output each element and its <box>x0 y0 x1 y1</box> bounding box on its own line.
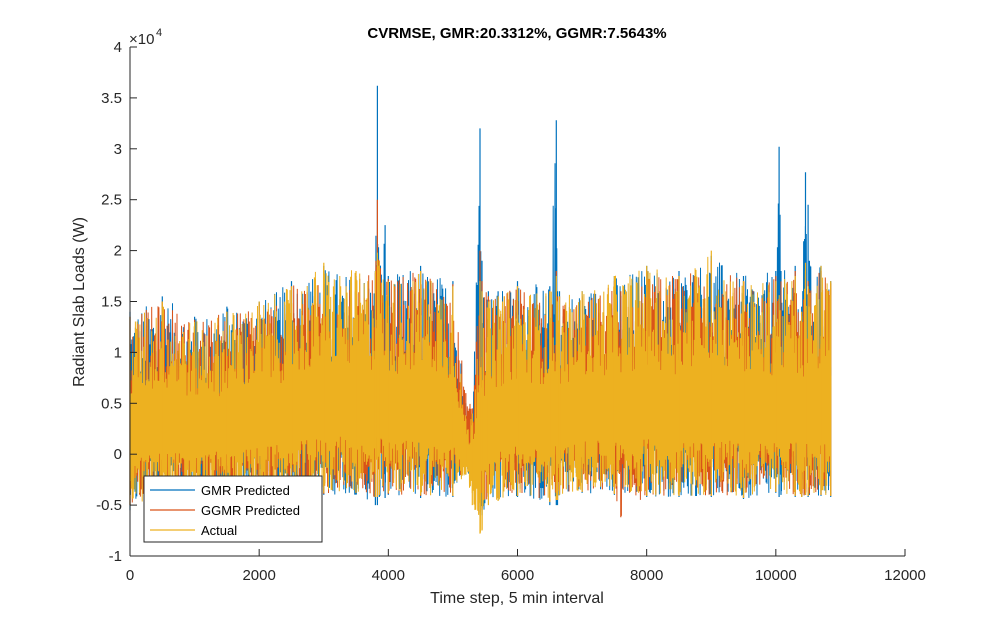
y-tick-label: -1 <box>109 548 122 565</box>
y-tick-label: -0.5 <box>96 497 122 514</box>
x-tick-label: 0 <box>126 567 134 584</box>
y-exponent-power: 4 <box>156 27 162 39</box>
chart-title: CVRMSE, GMR:20.3312%, GGMR:7.5643% <box>367 25 666 42</box>
y-tick-label: 0 <box>114 446 122 463</box>
x-tick-label: 8000 <box>630 567 663 584</box>
legend: GMR Predicted GGMR Predicted Actual <box>143 475 323 543</box>
x-tick-label: 12000 <box>884 567 926 584</box>
y-tick-label: 3.5 <box>101 90 122 107</box>
axes: 0 2000 4000 6000 8000 10000 12000 -1 -0.5 0 0.5 1 1.… <box>96 39 926 584</box>
x-axis-label: Time step, 5 min interval <box>430 590 604 607</box>
x-tick-label: 2000 <box>242 567 275 584</box>
y-tick-label: 3 <box>114 141 122 158</box>
plot-area <box>129 85 832 534</box>
legend-box <box>143 475 323 543</box>
y-axis-label: Radiant Slab Loads (W) <box>71 217 88 387</box>
y-tick-label: 0.5 <box>101 395 122 412</box>
y-tick-label: 1 <box>114 344 122 361</box>
x-tick-label: 10000 <box>755 567 797 584</box>
y-tick-label: 2 <box>114 243 122 260</box>
y-tick-label: 2.5 <box>101 192 122 209</box>
legend-label: Actual <box>201 523 237 538</box>
y-tick-label: 4 <box>114 39 122 56</box>
legend-label: GMR Predicted <box>201 483 290 498</box>
legend-label: GGMR Predicted <box>201 503 300 518</box>
y-tick-label: 1.5 <box>101 294 122 311</box>
y-exponent: ×10 4 <box>129 27 162 48</box>
x-tick-label: 6000 <box>501 567 534 584</box>
x-tick-label: 4000 <box>372 567 405 584</box>
y-exponent-base: ×10 <box>129 31 154 48</box>
